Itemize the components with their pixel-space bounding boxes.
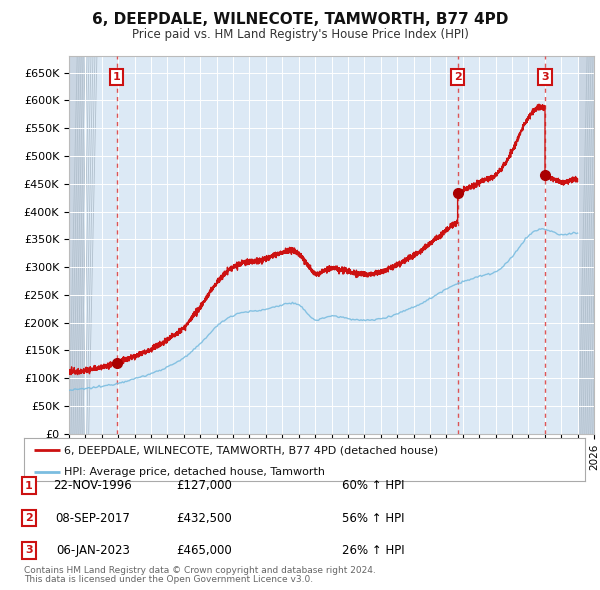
Text: Price paid vs. HM Land Registry's House Price Index (HPI): Price paid vs. HM Land Registry's House … <box>131 28 469 41</box>
Text: Contains HM Land Registry data © Crown copyright and database right 2024.: Contains HM Land Registry data © Crown c… <box>24 566 376 575</box>
Text: 08-SEP-2017: 08-SEP-2017 <box>56 512 130 525</box>
Text: 56% ↑ HPI: 56% ↑ HPI <box>342 512 404 525</box>
Text: HPI: Average price, detached house, Tamworth: HPI: Average price, detached house, Tamw… <box>64 467 325 477</box>
Text: 06-JAN-2023: 06-JAN-2023 <box>56 544 130 557</box>
Text: £432,500: £432,500 <box>176 512 232 525</box>
Text: 6, DEEPDALE, WILNECOTE, TAMWORTH, B77 4PD (detached house): 6, DEEPDALE, WILNECOTE, TAMWORTH, B77 4P… <box>64 445 439 455</box>
Text: 60% ↑ HPI: 60% ↑ HPI <box>342 479 404 492</box>
Text: 26% ↑ HPI: 26% ↑ HPI <box>342 544 404 557</box>
Text: 3: 3 <box>25 546 32 555</box>
Text: £465,000: £465,000 <box>176 544 232 557</box>
Bar <box>69 56 84 434</box>
Text: 2: 2 <box>454 72 461 82</box>
Text: 1: 1 <box>25 481 32 490</box>
Text: 1: 1 <box>113 72 121 82</box>
Bar <box>579 56 595 434</box>
Text: This data is licensed under the Open Government Licence v3.0.: This data is licensed under the Open Gov… <box>24 575 313 584</box>
Text: 22-NOV-1996: 22-NOV-1996 <box>53 479 133 492</box>
Text: 2: 2 <box>25 513 32 523</box>
Text: 3: 3 <box>541 72 549 82</box>
Text: 6, DEEPDALE, WILNECOTE, TAMWORTH, B77 4PD: 6, DEEPDALE, WILNECOTE, TAMWORTH, B77 4P… <box>92 12 508 27</box>
Text: £127,000: £127,000 <box>176 479 232 492</box>
